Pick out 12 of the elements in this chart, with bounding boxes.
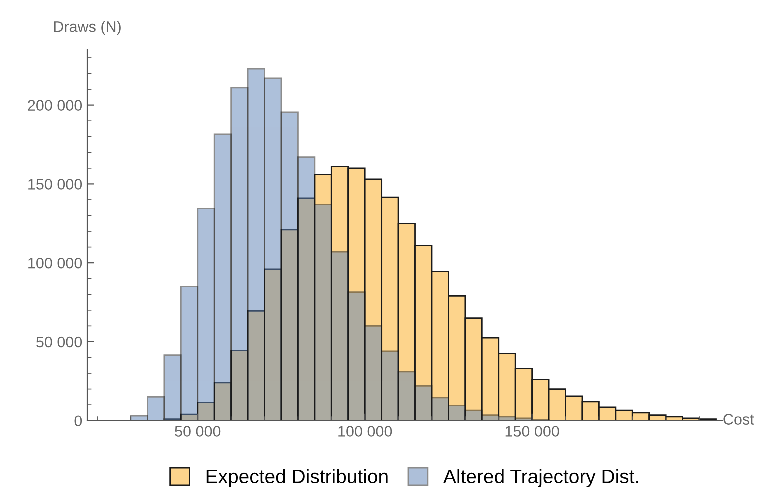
- x-tick-label: 50 000: [175, 426, 221, 437]
- x-tick-label: 150 000: [506, 426, 560, 437]
- y-tick-label: 100 000: [28, 258, 82, 269]
- legend-label: Altered Trajectory Dist.: [444, 469, 638, 488]
- y-tick-label: 200 000: [28, 100, 82, 112]
- y-tick-label: 0: [74, 416, 82, 427]
- legend-label: Expected Distribution: [206, 469, 388, 488]
- y-axis-title: Draws (N): [54, 21, 121, 36]
- x-axis-title: Cost: [724, 414, 754, 425]
- x-tick-label: 100 000: [338, 426, 392, 437]
- y-tick-label: 150 000: [28, 179, 82, 190]
- y-tick-label: 50 000: [36, 336, 82, 348]
